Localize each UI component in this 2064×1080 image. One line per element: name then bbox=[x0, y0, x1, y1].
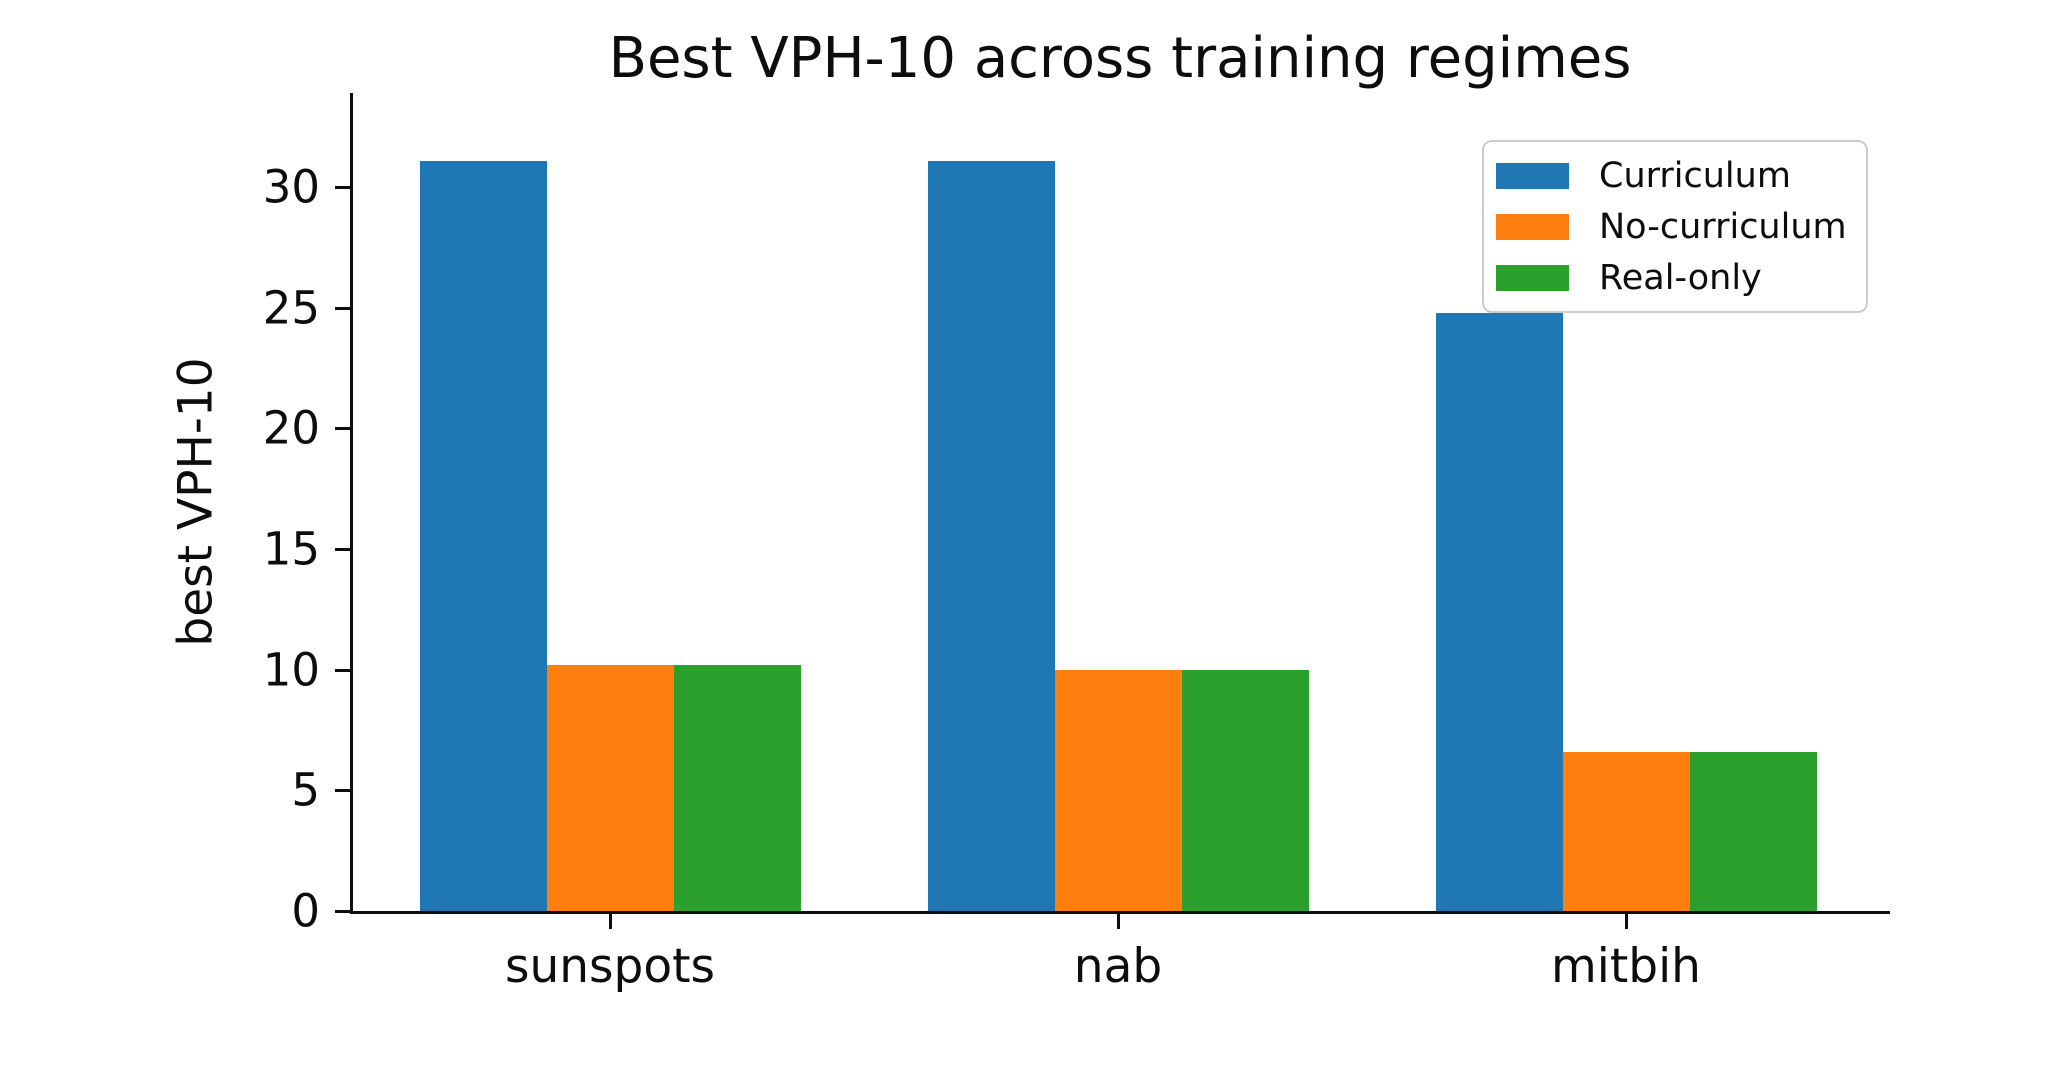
legend-label-real-only: Real-only bbox=[1599, 257, 1762, 298]
legend-item-no-curriculum: No-curriculum bbox=[1496, 207, 1854, 247]
y-tick-label: 25 bbox=[262, 281, 320, 335]
y-tick-mark bbox=[335, 548, 350, 552]
bar-curriculum-nab bbox=[927, 160, 1055, 911]
legend-items: Curriculum No-curriculum Real-only bbox=[1496, 150, 1854, 303]
chart-title: Best VPH-10 across training regimes bbox=[608, 26, 1632, 91]
x-tick-label-sunspots: sunspots bbox=[504, 939, 716, 994]
x-axis-spine bbox=[350, 911, 1890, 914]
y-tick-label: 20 bbox=[262, 401, 320, 455]
y-tick-label: 5 bbox=[291, 763, 320, 817]
y-tick-mark bbox=[335, 668, 350, 672]
x-tick-mark bbox=[1117, 914, 1120, 929]
bar-no-curriculum-mitbih bbox=[1562, 751, 1690, 911]
bar-curriculum-mitbih bbox=[1435, 312, 1563, 911]
x-tick-label-mitbih: mitbih bbox=[1551, 939, 1701, 994]
legend: Curriculum No-curriculum Real-only bbox=[1482, 140, 1868, 313]
y-tick-mark bbox=[335, 186, 350, 190]
x-tick-mark bbox=[1625, 914, 1628, 929]
legend-label-curriculum: Curriculum bbox=[1599, 155, 1791, 196]
y-tick-label: 0 bbox=[291, 884, 320, 938]
y-axis-spine bbox=[350, 93, 353, 914]
y-tick-label: 30 bbox=[262, 160, 320, 214]
legend-item-real-only: Real-only bbox=[1496, 258, 1854, 298]
y-tick-mark bbox=[335, 910, 350, 913]
bar-real-only-mitbih bbox=[1689, 751, 1817, 911]
y-tick-label: 15 bbox=[262, 522, 320, 576]
bar-no-curriculum-sunspots bbox=[546, 664, 674, 911]
y-tick-mark bbox=[335, 306, 350, 310]
legend-swatch-curriculum bbox=[1496, 162, 1569, 189]
bar-real-only-nab bbox=[1181, 669, 1309, 911]
y-tick-mark bbox=[335, 427, 350, 431]
bar-no-curriculum-nab bbox=[1054, 669, 1182, 911]
legend-item-curriculum: Curriculum bbox=[1496, 156, 1854, 196]
bar-curriculum-sunspots bbox=[419, 160, 547, 911]
legend-swatch-real-only bbox=[1496, 264, 1569, 291]
y-tick-label: 10 bbox=[262, 643, 320, 697]
legend-label-no-curriculum: No-curriculum bbox=[1599, 206, 1847, 247]
y-tick-mark bbox=[335, 789, 350, 793]
bar-real-only-sunspots bbox=[673, 664, 801, 911]
x-tick-mark bbox=[609, 914, 612, 929]
legend-swatch-no-curriculum bbox=[1496, 213, 1569, 240]
x-tick-label-nab: nab bbox=[1073, 939, 1163, 994]
